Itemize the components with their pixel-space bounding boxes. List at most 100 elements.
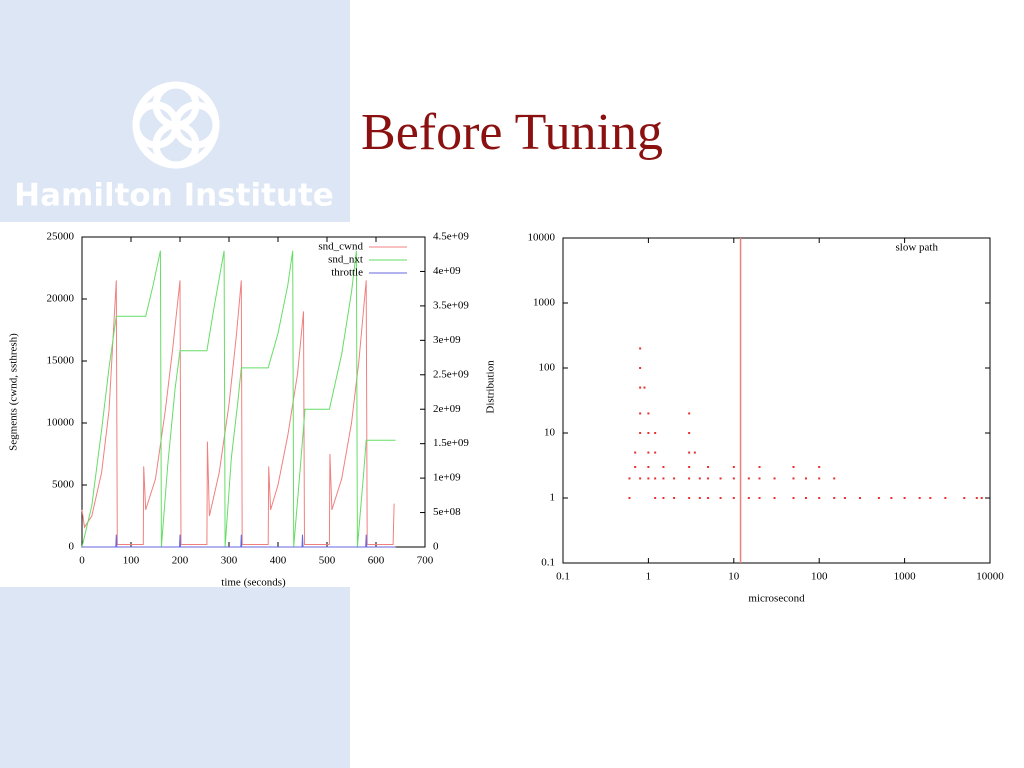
point xyxy=(732,477,735,480)
point xyxy=(747,477,750,480)
x-tick-label: 100 xyxy=(123,555,140,567)
y2-axis-label: Distribution xyxy=(485,360,497,414)
y-tick-label: 1 xyxy=(550,492,556,504)
y-tick-label: 0.1 xyxy=(541,557,555,569)
x-tick-label: 500 xyxy=(319,555,336,567)
side-panel xyxy=(0,0,350,222)
legend-label: slow path xyxy=(896,242,939,254)
point xyxy=(639,477,642,480)
point xyxy=(747,497,750,499)
point xyxy=(719,497,722,499)
point xyxy=(818,465,821,468)
point xyxy=(693,451,696,454)
y-tick-label: 100 xyxy=(539,362,556,374)
point xyxy=(890,497,893,499)
point xyxy=(758,497,761,499)
point xyxy=(654,432,657,434)
point xyxy=(792,497,795,499)
y2-tick-label: 5e+08 xyxy=(433,506,461,518)
point xyxy=(647,477,650,480)
point xyxy=(647,412,650,415)
point xyxy=(647,451,650,454)
point xyxy=(707,465,710,468)
x-tick-label: 600 xyxy=(368,555,385,567)
point xyxy=(858,497,861,499)
y-tick-label: 5000 xyxy=(52,479,75,491)
x-tick-label: 700 xyxy=(417,555,434,567)
point xyxy=(818,477,821,480)
x-tick-label: 10 xyxy=(728,571,740,583)
point xyxy=(929,497,932,499)
point xyxy=(662,477,665,480)
legend-label: throttle xyxy=(331,267,363,279)
point xyxy=(673,477,676,480)
point xyxy=(732,497,735,499)
point xyxy=(654,477,657,480)
logo-emblem xyxy=(132,81,220,169)
point xyxy=(698,497,701,499)
logo-text: Hamilton Institute xyxy=(14,178,334,214)
point xyxy=(944,497,947,499)
y2-tick-label: 4e+09 xyxy=(433,265,461,277)
y-axis-label: Segments (cwnd, ssthresh) xyxy=(8,333,20,451)
x-tick-label: 300 xyxy=(221,555,238,567)
y-tick-label: 15000 xyxy=(47,355,75,367)
point xyxy=(662,497,665,499)
slide-title: Before Tuning xyxy=(361,104,663,161)
y-tick-label: 1000 xyxy=(533,297,556,309)
point xyxy=(688,451,691,454)
x-tick-label: 1000 xyxy=(894,571,917,583)
point xyxy=(647,432,650,434)
point xyxy=(773,497,776,499)
point xyxy=(628,497,631,499)
point xyxy=(980,497,983,499)
point xyxy=(698,477,701,480)
point xyxy=(719,477,722,480)
x-axis-label: time (seconds) xyxy=(221,577,286,589)
point xyxy=(639,347,642,350)
point xyxy=(688,412,691,415)
x-tick-label: 0 xyxy=(79,555,85,567)
point xyxy=(628,477,631,480)
y2-tick-label: 2.5e+09 xyxy=(433,368,469,380)
x-tick-label: 200 xyxy=(172,555,189,567)
point xyxy=(662,465,665,468)
point xyxy=(758,477,761,480)
y2-tick-label: 2e+09 xyxy=(433,403,461,415)
y-tick-label: 10000 xyxy=(528,232,556,244)
point xyxy=(843,497,846,499)
point xyxy=(707,477,710,480)
point xyxy=(634,465,637,468)
x-tick-label: 10000 xyxy=(976,571,1004,583)
point xyxy=(975,497,978,499)
y2-tick-label: 1e+09 xyxy=(433,472,461,484)
point xyxy=(707,497,710,499)
point xyxy=(963,497,966,499)
y2-tick-label: 0 xyxy=(433,541,439,553)
point xyxy=(732,465,735,468)
x-tick-label: 1 xyxy=(646,571,652,583)
plot-frame xyxy=(81,236,426,548)
point xyxy=(903,497,906,499)
series-line xyxy=(81,250,396,548)
point xyxy=(634,451,637,454)
point xyxy=(804,477,807,480)
x-tick-label: 100 xyxy=(811,571,828,583)
y-tick-label: 0 xyxy=(69,541,75,553)
point xyxy=(833,477,836,480)
y2-tick-label: 3e+09 xyxy=(433,334,461,346)
point xyxy=(688,477,691,480)
point xyxy=(654,451,657,454)
y-tick-label: 10000 xyxy=(47,417,75,429)
y-tick-label: 10 xyxy=(544,427,556,439)
point xyxy=(639,386,642,389)
point xyxy=(688,432,691,434)
legend-label: snd_nxt xyxy=(328,254,363,266)
x-axis-label: microsecond xyxy=(748,593,805,605)
series-line xyxy=(81,280,395,545)
point xyxy=(918,497,921,499)
point xyxy=(673,497,676,499)
point xyxy=(688,465,691,468)
y2-tick-label: 4.5e+09 xyxy=(433,231,469,243)
